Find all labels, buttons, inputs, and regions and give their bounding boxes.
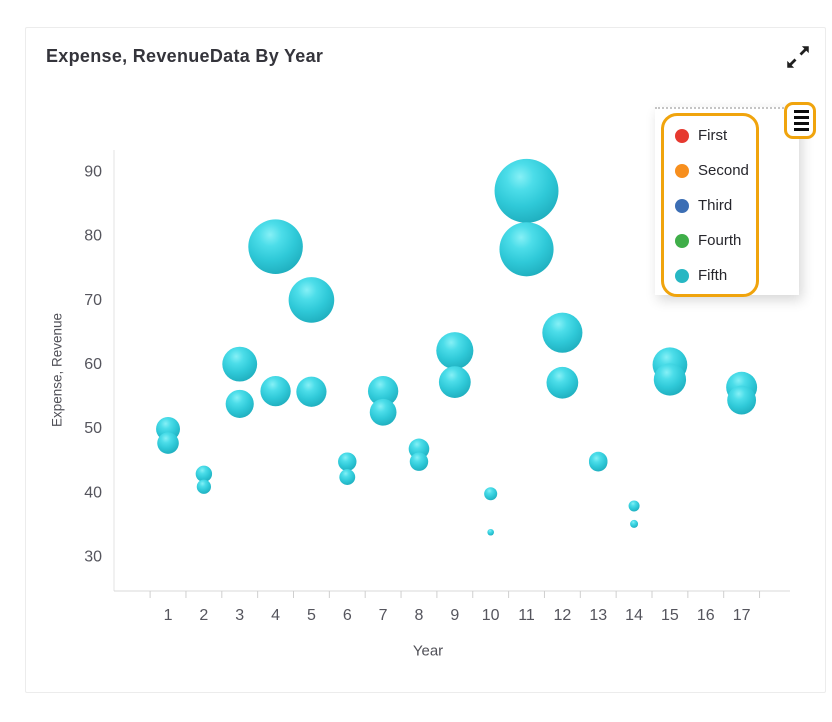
legend-item-label: Second	[698, 162, 749, 179]
x-tick-label: 1	[164, 607, 173, 624]
bubble-year-5-revenue[interactable]	[296, 376, 327, 407]
legend-color-dot	[675, 233, 689, 248]
y-tick-label: 70	[84, 292, 102, 309]
chart-title: Expense, RevenueData By Year	[46, 46, 324, 66]
x-tick-label: 10	[482, 607, 500, 624]
x-tick-label: 7	[379, 607, 388, 624]
bubble-year-7-expense[interactable]	[367, 375, 399, 407]
legend-items: First Second Third Fourth Fifth	[664, 118, 756, 293]
legend-focus-ring: First Second Third Fourth Fifth	[661, 113, 759, 297]
bubble-year-14-revenue[interactable]	[630, 519, 639, 528]
y-tick-label: 30	[84, 549, 102, 566]
legend-item-fifth[interactable]: Fifth	[664, 258, 756, 293]
x-tick-label: 11	[518, 607, 535, 624]
bubble-year-6-expense[interactable]	[338, 452, 357, 471]
chart-menu-button[interactable]	[784, 102, 816, 139]
bubble-year-14-expense[interactable]	[628, 500, 640, 512]
x-tick-label: 4	[271, 607, 280, 624]
bubble-year-17-revenue[interactable]	[727, 385, 757, 415]
bubble-year-3-revenue[interactable]	[225, 389, 254, 418]
bubble-year-8-expense[interactable]	[408, 438, 430, 460]
bubble-year-9-revenue[interactable]	[438, 366, 471, 399]
y-tick-label: 50	[84, 420, 102, 437]
x-tick-label: 3	[235, 607, 244, 624]
legend-item-label: Fourth	[698, 232, 742, 249]
bubble-year-10-expense[interactable]	[484, 487, 498, 501]
bubble-year-7-revenue[interactable]	[369, 398, 397, 426]
x-axis-title: Year	[412, 642, 444, 660]
bubble-year-9-expense[interactable]	[436, 332, 474, 370]
bubble-year-3-expense[interactable]	[222, 346, 258, 382]
bubble-year-5-expense[interactable]	[288, 277, 335, 323]
legend-item-first[interactable]: First	[664, 118, 756, 153]
x-tick-label: 13	[589, 607, 607, 624]
y-tick-label: 60	[84, 356, 102, 373]
bubble-year-1-revenue[interactable]	[157, 432, 179, 454]
legend-color-dot	[675, 128, 689, 143]
x-tick-label: 16	[697, 607, 715, 624]
legend-item-second[interactable]: Second	[664, 153, 756, 188]
bubble-year-13-revenue[interactable]	[589, 453, 608, 472]
bubble-year-12-expense[interactable]	[542, 312, 583, 353]
bubble-year-2-revenue[interactable]	[196, 479, 211, 494]
legend-color-dot	[675, 198, 689, 213]
bubble-year-12-revenue[interactable]	[546, 366, 579, 399]
y-tick-label: 40	[84, 484, 102, 501]
x-tick-label: 15	[661, 607, 679, 624]
legend-color-dot	[675, 163, 689, 178]
legend-item-label: Fifth	[698, 267, 728, 284]
legend-color-dot	[675, 268, 689, 283]
x-tick-label: 17	[733, 607, 751, 624]
legend-item-label: Third	[698, 197, 733, 214]
legend-panel: First Second Third Fourth Fifth	[655, 107, 799, 297]
legend-item-third[interactable]: Third	[664, 188, 756, 223]
y-tick-label: 90	[84, 163, 102, 180]
x-tick-label: 2	[199, 607, 208, 624]
x-tick-label: 9	[450, 607, 459, 624]
x-tick-label: 14	[625, 607, 643, 624]
bubble-year-11-revenue[interactable]	[499, 222, 554, 277]
y-tick-label: 80	[84, 228, 102, 245]
bubble-year-10-revenue[interactable]	[487, 528, 494, 536]
x-tick-label: 12	[553, 607, 571, 624]
y-axis-title: Expense, Revenue	[49, 312, 65, 428]
bubble-year-8-revenue[interactable]	[409, 452, 429, 471]
chart-card: Expense, RevenueData By Year 30 40 50 60 70 8…	[25, 27, 826, 693]
bubble-year-4-revenue[interactable]	[260, 375, 291, 407]
bubble-year-6-revenue[interactable]	[339, 469, 356, 486]
x-tick-label: 6	[343, 607, 352, 624]
bubble-year-11-expense[interactable]	[494, 158, 559, 223]
x-tick-label: 5	[307, 607, 316, 624]
expand-icon	[787, 46, 809, 68]
legend-item-fourth[interactable]: Fourth	[664, 223, 756, 258]
x-tick-label: 8	[415, 607, 424, 624]
bubble-year-2-expense[interactable]	[195, 465, 213, 483]
expand-button[interactable]	[782, 41, 814, 73]
legend-item-label: First	[698, 127, 728, 144]
bubble-year-4-expense[interactable]	[248, 219, 303, 274]
bubble-year-15-revenue[interactable]	[653, 363, 687, 396]
